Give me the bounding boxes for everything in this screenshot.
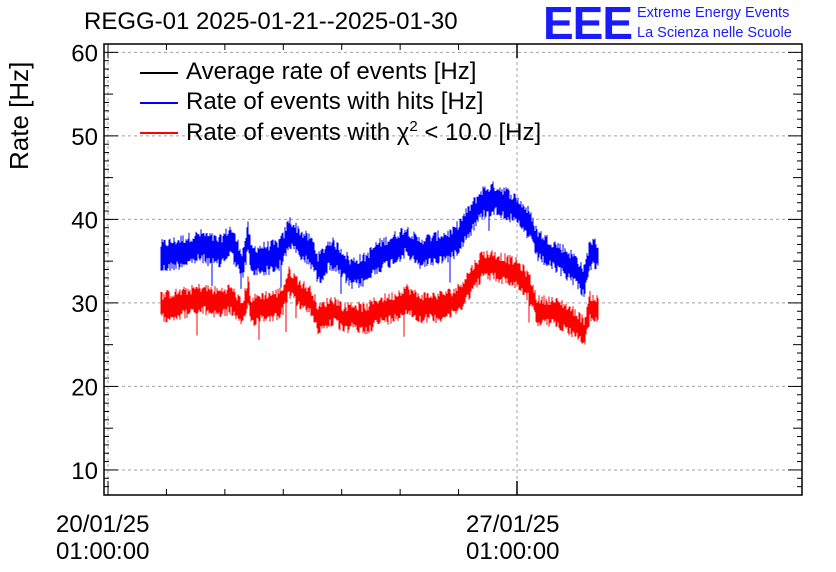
x-tick-label-1: 27/01/25 01:00:00 — [466, 511, 559, 565]
logo-caption: Extreme Energy Events La Scienza nelle S… — [637, 3, 792, 43]
y-tick-label-40: 40 — [71, 207, 98, 234]
legend-swatch-hits — [140, 102, 178, 104]
legend-chi2-prefix: Rate of events with χ — [186, 119, 410, 146]
series-1-trace — [160, 181, 599, 297]
y-tick-label-60: 60 — [71, 40, 98, 67]
legend-label-average: Average rate of events [Hz] — [186, 58, 477, 85]
x-tick-date-1: 27/01/25 — [466, 511, 560, 538]
legend-swatch-average — [140, 72, 178, 74]
x-tick-label-0: 20/01/25 01:00:00 — [56, 511, 149, 565]
eee-logo: EEE — [543, 0, 633, 49]
legend-label-chi2: Rate of events with χ2 < 10.0 [Hz] — [186, 118, 541, 147]
legend-label-hits: Rate of events with hits [Hz] — [186, 88, 484, 115]
y-tick-label-50: 50 — [71, 124, 98, 151]
x-tick-time-1: 01:00:00 — [466, 538, 560, 565]
x-tick-time-0: 01:00:00 — [56, 538, 150, 565]
y-tick-label-10: 10 — [71, 458, 98, 485]
y-axis-label: Rate [Hz] — [4, 61, 34, 170]
legend-chi2-exponent: 2 — [409, 118, 418, 135]
chart-title: REGG-01 2025-01-21--2025-01-30 — [84, 8, 458, 35]
logo-line-1: Extreme Energy Events — [637, 5, 790, 21]
legend-swatch-chi2 — [140, 132, 178, 134]
legend-chi2-suffix: < 10.0 [Hz] — [417, 119, 542, 146]
logo-line-2: La Scienza nelle Scuole — [637, 25, 792, 41]
series-2-trace — [160, 250, 599, 345]
y-tick-label-20: 20 — [71, 374, 98, 401]
y-tick-label-30: 30 — [71, 291, 98, 318]
x-tick-date-0: 20/01/25 — [56, 511, 150, 538]
